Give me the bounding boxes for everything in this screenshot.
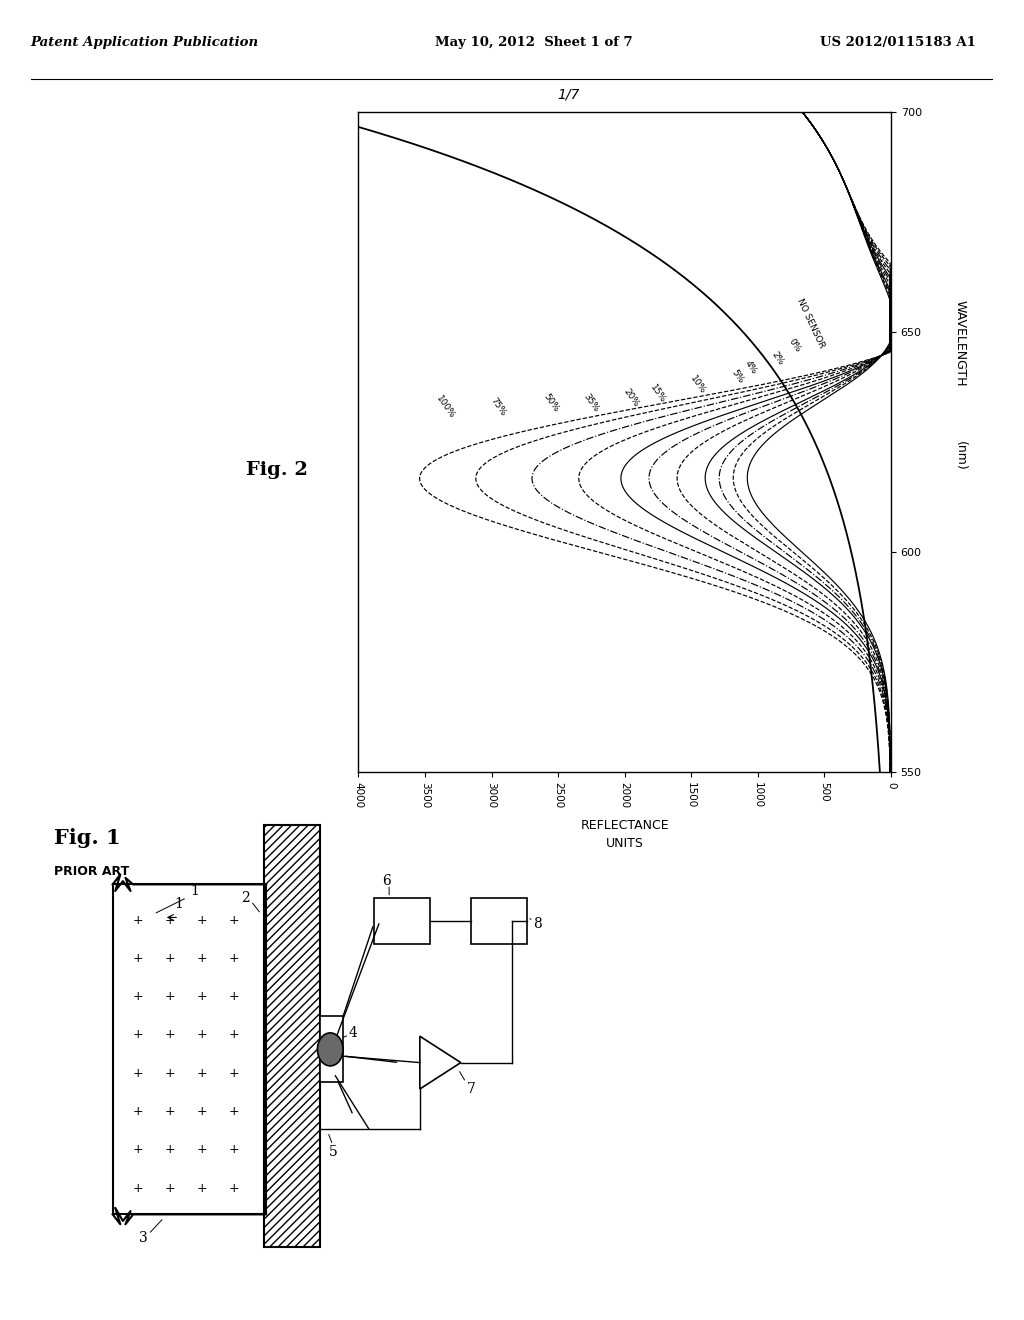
Bar bbox=[319, 1016, 343, 1082]
Text: 3: 3 bbox=[139, 1230, 147, 1245]
Text: +: + bbox=[197, 952, 207, 965]
Text: 1: 1 bbox=[175, 898, 183, 911]
Text: +: + bbox=[197, 913, 207, 927]
Text: +: + bbox=[165, 990, 175, 1003]
Text: 35%: 35% bbox=[582, 392, 601, 413]
Text: +: + bbox=[228, 1028, 239, 1041]
Text: 4%: 4% bbox=[743, 359, 759, 376]
Text: +: + bbox=[228, 1181, 239, 1195]
Text: +: + bbox=[165, 913, 175, 927]
Text: US 2012/0115183 A1: US 2012/0115183 A1 bbox=[820, 37, 976, 49]
Text: +: + bbox=[197, 1067, 207, 1080]
Text: 15%: 15% bbox=[648, 383, 668, 405]
Text: +: + bbox=[133, 1143, 143, 1156]
Text: +: + bbox=[197, 1143, 207, 1156]
Text: May 10, 2012  Sheet 1 of 7: May 10, 2012 Sheet 1 of 7 bbox=[435, 37, 633, 49]
Text: 5: 5 bbox=[329, 1144, 337, 1159]
Text: NO SENSOR: NO SENSOR bbox=[796, 297, 826, 350]
Text: WAVELENGTH: WAVELENGTH bbox=[953, 300, 967, 387]
Text: 2%: 2% bbox=[770, 350, 785, 367]
Text: 75%: 75% bbox=[488, 396, 508, 418]
Text: +: + bbox=[197, 990, 207, 1003]
Text: +: + bbox=[197, 1181, 207, 1195]
Text: +: + bbox=[165, 1067, 175, 1080]
Text: +: + bbox=[133, 1105, 143, 1118]
Text: +: + bbox=[133, 1028, 143, 1041]
Text: +: + bbox=[165, 1028, 175, 1041]
Text: +: + bbox=[197, 1028, 207, 1041]
Text: +: + bbox=[228, 952, 239, 965]
Text: PRIOR ART: PRIOR ART bbox=[54, 865, 129, 878]
Bar bbox=[471, 898, 527, 944]
Text: +: + bbox=[165, 1105, 175, 1118]
Bar bbox=[374, 898, 430, 944]
Text: 4: 4 bbox=[349, 1026, 357, 1040]
X-axis label: REFLECTANCE
UNITS: REFLECTANCE UNITS bbox=[581, 820, 669, 850]
Text: +: + bbox=[165, 1181, 175, 1195]
Text: 100%: 100% bbox=[434, 393, 456, 420]
Text: 20%: 20% bbox=[622, 388, 641, 409]
Text: +: + bbox=[133, 990, 143, 1003]
Text: 6: 6 bbox=[382, 874, 391, 888]
Text: 50%: 50% bbox=[542, 392, 561, 413]
Text: +: + bbox=[133, 1181, 143, 1195]
Text: 1: 1 bbox=[190, 884, 199, 898]
Text: 0%: 0% bbox=[787, 337, 803, 354]
Text: +: + bbox=[228, 913, 239, 927]
Bar bbox=[264, 825, 319, 1247]
Text: +: + bbox=[133, 1067, 143, 1080]
Text: Fig. 2: Fig. 2 bbox=[246, 461, 307, 479]
Text: 10%: 10% bbox=[688, 374, 708, 396]
Text: +: + bbox=[228, 990, 239, 1003]
Text: 7: 7 bbox=[467, 1082, 475, 1096]
Text: 5%: 5% bbox=[730, 368, 745, 384]
Text: +: + bbox=[197, 1105, 207, 1118]
Circle shape bbox=[317, 1032, 343, 1067]
Text: (nm): (nm) bbox=[953, 441, 967, 470]
Text: +: + bbox=[228, 1067, 239, 1080]
Text: Fig. 1: Fig. 1 bbox=[54, 828, 121, 849]
Text: +: + bbox=[165, 952, 175, 965]
Text: Patent Application Publication: Patent Application Publication bbox=[31, 37, 259, 49]
Text: +: + bbox=[133, 952, 143, 965]
Text: +: + bbox=[133, 913, 143, 927]
Text: 2: 2 bbox=[242, 891, 250, 904]
Text: +: + bbox=[165, 1143, 175, 1156]
Text: +: + bbox=[228, 1143, 239, 1156]
Text: 1/7: 1/7 bbox=[557, 88, 580, 102]
Text: 8: 8 bbox=[534, 917, 542, 931]
Text: +: + bbox=[228, 1105, 239, 1118]
